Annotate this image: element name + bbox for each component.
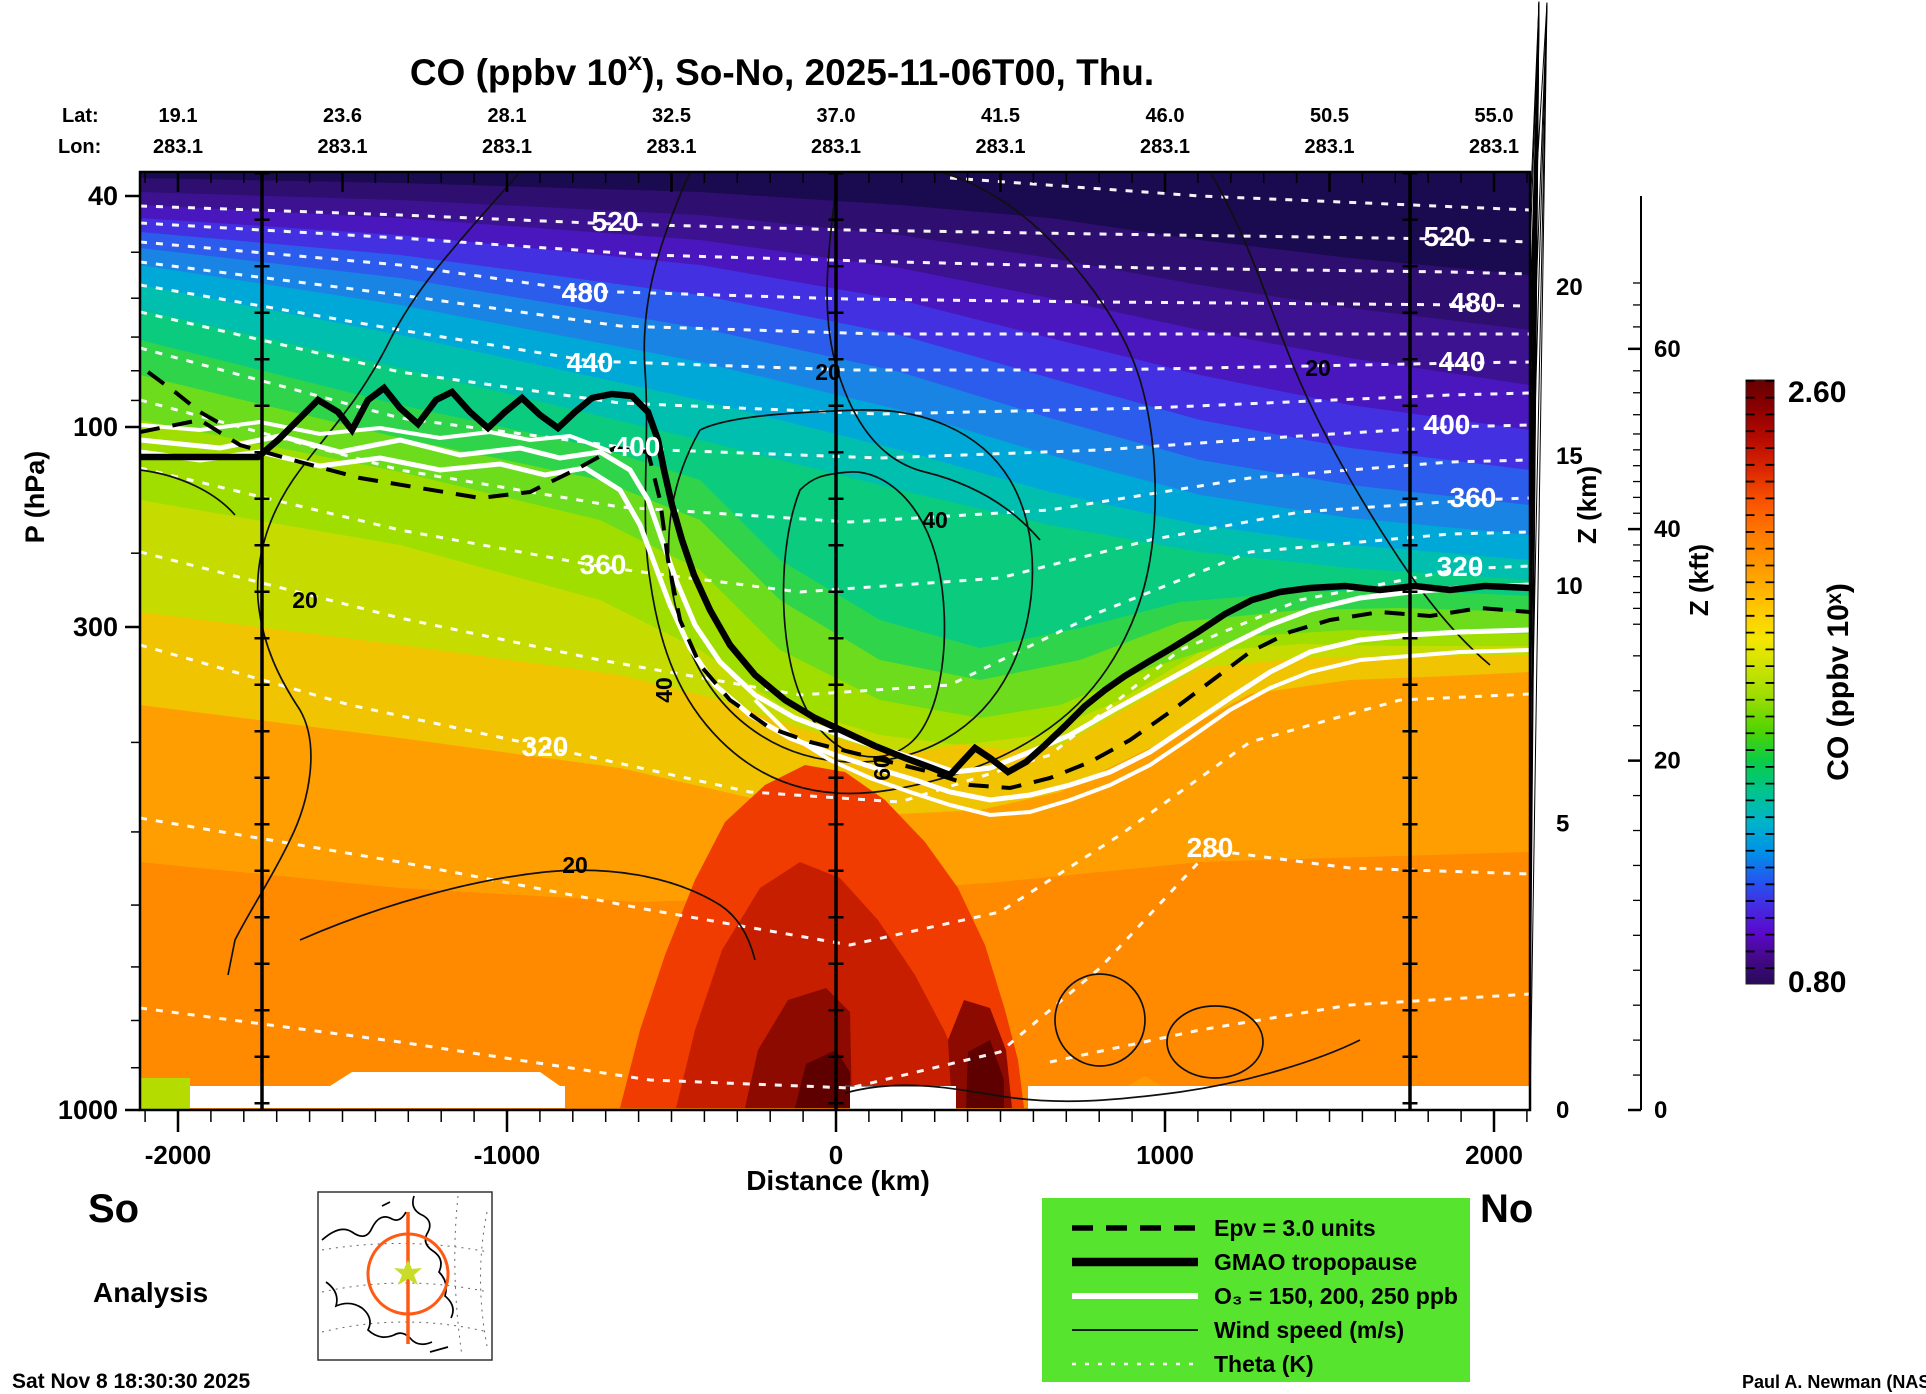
- wind-contour-label: 20: [562, 852, 588, 878]
- z-kft-axis-title: Z (kft): [1684, 544, 1714, 616]
- theta-contour-label: 400: [614, 431, 661, 462]
- theta-contour-label: 400: [1424, 409, 1471, 440]
- lat-value-label: 37.0: [817, 105, 856, 127]
- wind-contour-label: 20: [292, 587, 318, 613]
- x-tick-label: 0: [829, 1140, 843, 1170]
- wind-contour-label: 60: [869, 755, 895, 781]
- legend: Epv = 3.0 units GMAO tropopause O₃ = 150…: [1042, 1198, 1470, 1382]
- lat-row-label: Lat:: [62, 105, 99, 127]
- x-tick-label: -1000: [474, 1140, 541, 1170]
- theta-contour-label: 320: [1437, 551, 1484, 582]
- map-inset: [317, 1191, 493, 1361]
- lon-value-label: 283.1: [1469, 136, 1519, 158]
- colorbar-max: 2.60: [1788, 376, 1846, 409]
- map-graticule: [321, 1195, 489, 1357]
- z-km-tick-label: 0: [1556, 1097, 1569, 1124]
- theta-contours: [140, 176, 1530, 1090]
- x-tick-label: 2000: [1465, 1140, 1523, 1170]
- lat-value-label: 50.5: [1310, 105, 1349, 127]
- theta-contour-label: 280: [1187, 832, 1234, 863]
- lon-value-label: 283.1: [1304, 136, 1354, 158]
- theta-contour-label: 320: [522, 731, 569, 762]
- colorbar-min: 0.80: [1788, 966, 1846, 999]
- tick-mark: [1529, 2, 1548, 288]
- legend-item-theta: Theta (K): [1214, 1351, 1314, 1377]
- colorbar: 2.60 0.80 CO (ppbv 10ˣ): [1745, 376, 1855, 999]
- map-coastline: [321, 1195, 454, 1353]
- south-endpoint-label: So: [88, 1187, 139, 1231]
- theta-contour-label: 360: [1450, 482, 1497, 513]
- lon-value-label: 283.1: [482, 136, 532, 158]
- z-kft-tick-label: 20: [1654, 748, 1681, 775]
- lat-value-label: 28.1: [488, 105, 527, 127]
- tick-mark: [1529, 1, 1540, 216]
- lon-value-label: 283.1: [153, 136, 203, 158]
- colorbar-title: CO (ppbv 10ˣ): [1822, 583, 1855, 781]
- legend-item-epv: Epv = 3.0 units: [1214, 1215, 1376, 1241]
- lon-value-label: 283.1: [317, 136, 367, 158]
- plot-title: CO (ppbv 10x), So-No, 2025-11-06T00, Thu…: [410, 46, 1154, 93]
- contour-labels: 280 320 320 360 360 400 400 440 440 480 480 520 520 2…: [292, 206, 1496, 878]
- lon-value-label: 283.1: [1140, 136, 1190, 158]
- theta-contour-label: 440: [1439, 346, 1486, 377]
- legend-item-tropopause: GMAO tropopause: [1214, 1249, 1417, 1275]
- theta-contour-label: 480: [1450, 287, 1497, 318]
- tick-mark: [1529, 2, 1548, 1111]
- gmao-tropopause-line: [140, 383, 1530, 779]
- map-location-star: [394, 1260, 422, 1285]
- wind-contour-label: 40: [651, 677, 677, 703]
- lat-value-label: 23.6: [323, 105, 362, 127]
- legend-item-ozone: O₃ = 150, 200, 250 ppb: [1214, 1283, 1458, 1309]
- ozone-contours: [140, 419, 1530, 818]
- theta-contour-label: 360: [580, 549, 627, 580]
- lat-value-label: 41.5: [981, 105, 1020, 127]
- lon-value-label: 283.1: [811, 136, 861, 158]
- tick-mark: [1529, 2, 1548, 824]
- tick-mark: [1529, 2, 1548, 587]
- north-endpoint-label: No: [1480, 1187, 1533, 1231]
- lon-row-label: Lon:: [58, 136, 101, 158]
- lat-value-label: 55.0: [1475, 105, 1514, 127]
- tick-mark: [1529, 2, 1548, 457]
- y-axis-title: P (hPa): [20, 451, 50, 544]
- theta-contour-label: 520: [592, 206, 639, 237]
- z-km-axis-title: Z (km): [1572, 466, 1602, 544]
- lat-value-label: 19.1: [159, 105, 198, 127]
- credit: Paul A. Newman (NASA: [1742, 1372, 1926, 1392]
- wind-contour-label: 20: [1305, 355, 1331, 381]
- lon-value-label: 283.1: [975, 136, 1025, 158]
- pressure-tick-label: 300: [73, 612, 118, 642]
- reference-lines: [254, 172, 1418, 1110]
- z-kft-tick-label: 60: [1654, 336, 1681, 363]
- lat-value-label: 32.5: [652, 105, 691, 127]
- z-km-tick-label: 20: [1556, 274, 1583, 301]
- wind-contour-label: 20: [815, 359, 841, 385]
- axis-ticks: [125, 1, 1641, 1132]
- pressure-tick-label: 1000: [58, 1095, 118, 1125]
- epv-contour: [140, 370, 1530, 791]
- theta-contour-label: 440: [567, 347, 614, 378]
- x-tick-label: -2000: [145, 1140, 212, 1170]
- z-kft-tick-label: 40: [1654, 516, 1681, 543]
- lat-value-label: 46.0: [1146, 105, 1185, 127]
- z-km-tick-label: 10: [1556, 573, 1583, 600]
- z-km-tick-label: 15: [1556, 443, 1583, 470]
- theta-contour-label: 480: [562, 277, 609, 308]
- pressure-tick-label: 100: [73, 412, 118, 442]
- wind-contour-label: 40: [922, 507, 948, 533]
- lon-value-label: 283.1: [646, 136, 696, 158]
- z-kft-tick-label: 0: [1654, 1097, 1667, 1124]
- theta-contour-label: 520: [1424, 221, 1471, 252]
- timestamp: Sat Nov 8 18:30:30 2025: [12, 1370, 250, 1393]
- x-tick-label: 1000: [1136, 1140, 1194, 1170]
- pressure-tick-label: 40: [88, 181, 118, 211]
- legend-item-wind: Wind speed (m/s): [1214, 1317, 1404, 1343]
- x-axis-title: Distance (km): [746, 1165, 930, 1196]
- z-km-tick-label: 5: [1556, 810, 1569, 837]
- analysis-label: Analysis: [93, 1277, 208, 1308]
